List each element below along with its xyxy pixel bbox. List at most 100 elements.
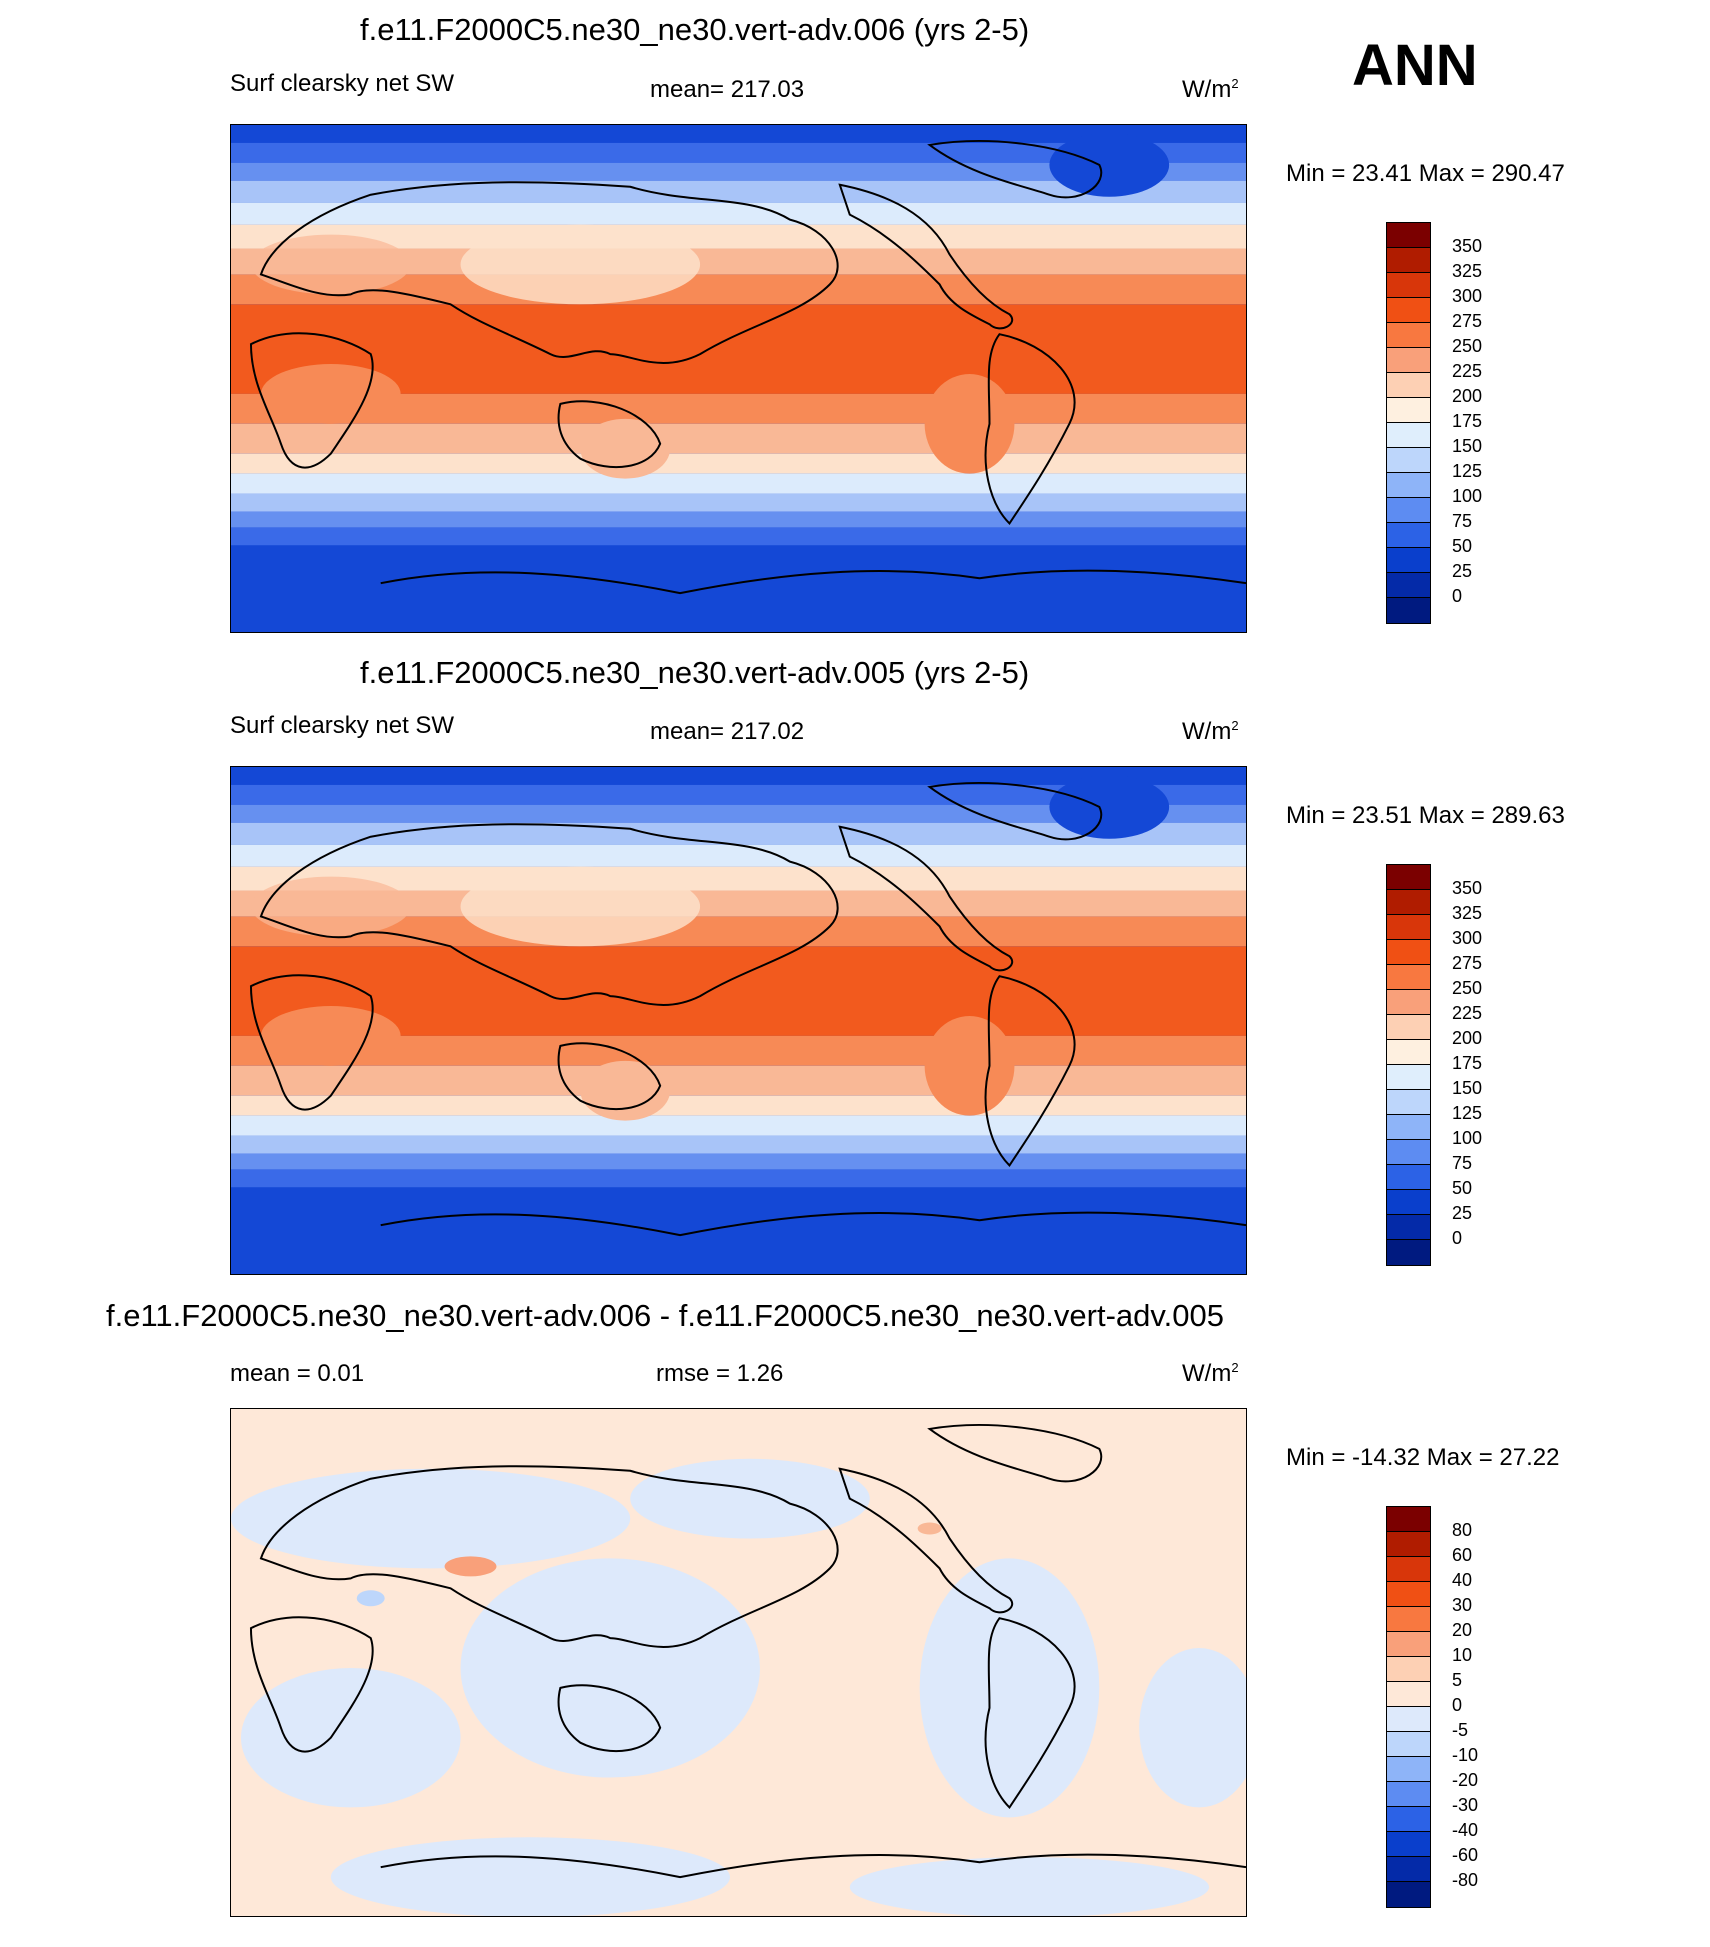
colorbar-swatch bbox=[1387, 1832, 1430, 1857]
colorbar-tick-label: -40 bbox=[1452, 1820, 1479, 1840]
panel-3-title: f.e11.F2000C5.ne30_ne30.vert-adv.006 - f… bbox=[106, 1298, 1224, 1333]
colorbar-swatch bbox=[1387, 1090, 1430, 1115]
colorbar-tick-label: 25 bbox=[1452, 1203, 1473, 1223]
colorbar-swatch bbox=[1387, 1682, 1430, 1707]
colorbar-swatch bbox=[1387, 1507, 1430, 1532]
colorbar-tick-label: 225 bbox=[1452, 361, 1483, 381]
colorbar-swatch bbox=[1387, 573, 1430, 598]
colorbar-swatch bbox=[1387, 1190, 1430, 1215]
colorbar-swatch bbox=[1387, 398, 1430, 423]
panel-2-variable-label: Surf clearsky net SW bbox=[230, 712, 455, 739]
colorbar-swatch bbox=[1387, 1582, 1430, 1607]
panel-3-field bbox=[231, 1409, 1246, 1916]
colorbar-swatch bbox=[1387, 248, 1430, 273]
colorbar-tick-label: 325 bbox=[1452, 903, 1483, 923]
colorbar-swatch bbox=[1387, 523, 1430, 548]
panel-3-map bbox=[230, 1408, 1247, 1917]
colorbar-swatch bbox=[1387, 373, 1430, 398]
colorbar-swatch bbox=[1387, 865, 1430, 890]
colorbar-swatch bbox=[1387, 548, 1430, 573]
panel-2-minmax: Min = 23.51 Max = 289.63 bbox=[1286, 802, 1565, 829]
colorbar-tick-label: 75 bbox=[1452, 1153, 1473, 1173]
colorbar-swatch bbox=[1387, 1532, 1430, 1557]
colorbar-tick-label: 300 bbox=[1452, 286, 1483, 306]
colorbar-tick-label: 150 bbox=[1452, 436, 1483, 456]
colorbar-swatch bbox=[1387, 1557, 1430, 1582]
colorbar-tick-label: -60 bbox=[1452, 1845, 1479, 1865]
colorbar-swatch bbox=[1387, 1065, 1430, 1090]
panel-3-rmse-label: rmse = 1.26 bbox=[656, 1360, 784, 1387]
colorbar-tick-label: 325 bbox=[1452, 261, 1483, 281]
panel-1-map bbox=[230, 124, 1247, 633]
colorbar-tick-label: 40 bbox=[1452, 1570, 1473, 1590]
colorbar-swatch bbox=[1387, 323, 1430, 348]
colorbar-tick-label: 0 bbox=[1452, 1695, 1463, 1715]
colorbar-tick-label: 100 bbox=[1452, 486, 1483, 506]
colorbar-swatch bbox=[1387, 1215, 1430, 1240]
panel-2-title: f.e11.F2000C5.ne30_ne30.vert-adv.005 (yr… bbox=[360, 655, 1030, 690]
panel-2-colorbar bbox=[1386, 864, 1431, 1266]
colorbar-tick-label: -30 bbox=[1452, 1795, 1479, 1815]
colorbar-tick-label: 100 bbox=[1452, 1128, 1483, 1148]
colorbar-tick-label: 200 bbox=[1452, 386, 1483, 406]
colorbar-tick-label: 125 bbox=[1452, 1103, 1483, 1123]
colorbar-swatch bbox=[1387, 915, 1430, 940]
colorbar-tick-label: 350 bbox=[1452, 236, 1483, 256]
colorbar-tick-label: -80 bbox=[1452, 1870, 1479, 1890]
colorbar-swatch bbox=[1387, 890, 1430, 915]
colorbar-tick-label: 5 bbox=[1452, 1670, 1463, 1690]
panel-3-colorbar bbox=[1386, 1506, 1431, 1908]
colorbar-tick-label: 0 bbox=[1452, 1228, 1463, 1248]
colorbar-swatch bbox=[1387, 1857, 1430, 1882]
colorbar-swatch bbox=[1387, 1015, 1430, 1040]
colorbar-swatch bbox=[1387, 965, 1430, 990]
colorbar-swatch bbox=[1387, 940, 1430, 965]
colorbar-tick-label: 125 bbox=[1452, 461, 1483, 481]
panel-1-variable-label: Surf clearsky net SW bbox=[230, 70, 455, 97]
colorbar-swatch bbox=[1387, 1782, 1430, 1807]
colorbar-swatch bbox=[1387, 473, 1430, 498]
colorbar-tick-label: 20 bbox=[1452, 1620, 1473, 1640]
colorbar-tick-label: 150 bbox=[1452, 1078, 1483, 1098]
colorbar-tick-label: 25 bbox=[1452, 561, 1473, 581]
colorbar-tick-label: 250 bbox=[1452, 978, 1483, 998]
colorbar-tick-label: 175 bbox=[1452, 1053, 1483, 1073]
colorbar-swatch bbox=[1387, 273, 1430, 298]
colorbar-tick-label: 50 bbox=[1452, 1178, 1473, 1198]
colorbar-tick-label: 10 bbox=[1452, 1645, 1473, 1665]
colorbar-swatch bbox=[1387, 223, 1430, 248]
colorbar-tick-label: 30 bbox=[1452, 1595, 1473, 1615]
colorbar-tick-label: 200 bbox=[1452, 1028, 1483, 1048]
colorbar-tick-label: 80 bbox=[1452, 1520, 1473, 1540]
panel-1-title: f.e11.F2000C5.ne30_ne30.vert-adv.006 (yr… bbox=[360, 12, 1030, 47]
panel-2-units: W/m2 bbox=[1182, 718, 1239, 745]
colorbar-swatch bbox=[1387, 348, 1430, 373]
colorbar-tick-label: 225 bbox=[1452, 1003, 1483, 1023]
colorbar-swatch bbox=[1387, 1707, 1430, 1732]
panel-2-map bbox=[230, 766, 1247, 1275]
colorbar-swatch bbox=[1387, 298, 1430, 323]
colorbar-swatch bbox=[1387, 1657, 1430, 1682]
colorbar-swatch bbox=[1387, 1757, 1430, 1782]
colorbar-tick-label: 275 bbox=[1452, 311, 1483, 331]
colorbar-swatch bbox=[1387, 1240, 1430, 1265]
colorbar-swatch bbox=[1387, 1140, 1430, 1165]
panel-1-colorbar bbox=[1386, 222, 1431, 624]
colorbar-tick-label: 350 bbox=[1452, 878, 1483, 898]
panel-3-units: W/m2 bbox=[1182, 1360, 1239, 1387]
colorbar-swatch bbox=[1387, 1807, 1430, 1832]
colorbar-swatch bbox=[1387, 990, 1430, 1015]
panel-2-mean-label: mean= 217.02 bbox=[650, 718, 805, 745]
colorbar-swatch bbox=[1387, 498, 1430, 523]
panel-3-mean-label: mean = 0.01 bbox=[230, 1360, 365, 1387]
season-label: ANN bbox=[1352, 33, 1478, 98]
colorbar-tick-label: -5 bbox=[1452, 1720, 1469, 1740]
colorbar-tick-label: 275 bbox=[1452, 953, 1483, 973]
colorbar-swatch bbox=[1387, 1732, 1430, 1757]
colorbar-swatch bbox=[1387, 1165, 1430, 1190]
colorbar-tick-label: -10 bbox=[1452, 1745, 1479, 1765]
colorbar-swatch bbox=[1387, 1632, 1430, 1657]
colorbar-swatch bbox=[1387, 448, 1430, 473]
colorbar-swatch bbox=[1387, 1882, 1430, 1907]
colorbar-tick-label: 50 bbox=[1452, 536, 1473, 556]
